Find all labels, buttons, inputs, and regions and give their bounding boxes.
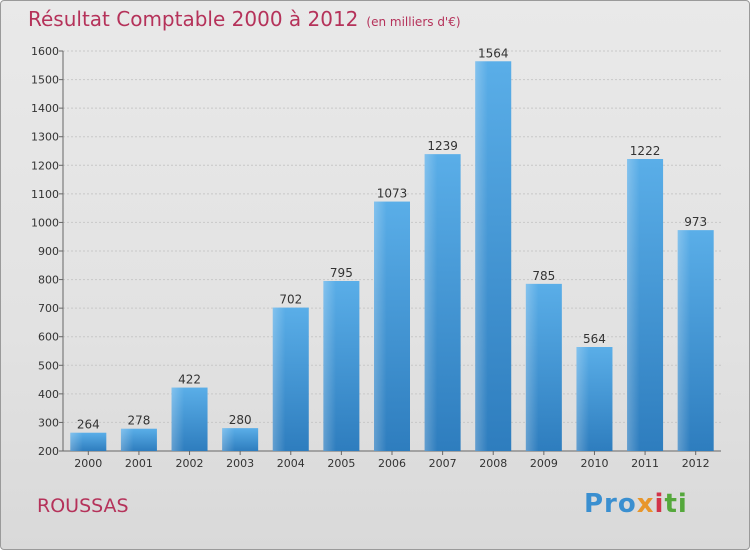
x-tick-label: 2008	[479, 457, 507, 470]
chart-title-text: Résultat Comptable 2000 à 2012	[28, 7, 359, 31]
y-tick-label: 300	[38, 416, 59, 429]
y-tick-label: 1200	[31, 159, 59, 172]
place-name: ROUSSAS	[37, 495, 129, 517]
value-label: 280	[229, 413, 252, 427]
value-label: 702	[279, 293, 302, 307]
logo-part: ti	[664, 489, 688, 519]
x-tick-label: 2004	[277, 457, 305, 470]
y-tick-label: 500	[38, 359, 59, 372]
value-label: 973	[684, 215, 707, 229]
x-tick-label: 2002	[176, 457, 204, 470]
chart-subtitle: (en milliers d'€)	[366, 15, 461, 29]
proxiti-logo[interactable]: Proxiti	[584, 489, 688, 519]
logo-part: Pro	[584, 489, 637, 519]
x-tick-label: 2006	[378, 457, 406, 470]
y-tick-label: 1400	[31, 102, 59, 115]
y-tick-label: 700	[38, 302, 59, 315]
x-tick-label: 2000	[74, 457, 102, 470]
y-tick-label: 1500	[31, 74, 59, 87]
x-tick-label: 2010	[580, 457, 608, 470]
x-tick-label: 2003	[226, 457, 254, 470]
value-label: 278	[127, 414, 150, 428]
bar-highlight	[120, 428, 134, 451]
value-label: 564	[583, 332, 606, 346]
x-tick-label: 2001	[125, 457, 153, 470]
y-tick-label: 900	[38, 245, 59, 258]
y-tick-label: 1100	[31, 188, 59, 201]
bar-highlight	[70, 432, 83, 451]
bar-highlight	[171, 387, 185, 451]
x-tick-label: 2012	[682, 457, 710, 470]
value-label: 1564	[478, 46, 509, 60]
value-label: 1239	[427, 139, 458, 153]
logo-part: i	[654, 489, 665, 519]
x-tick-label: 2011	[631, 457, 659, 470]
bar-highlight	[222, 428, 235, 451]
value-label: 264	[77, 418, 100, 432]
logo-part: x	[636, 489, 655, 519]
y-tick-label: 1600	[31, 45, 59, 58]
x-tick-label: 2009	[530, 457, 558, 470]
value-label: 1222	[630, 144, 661, 158]
bar-highlight	[475, 61, 488, 452]
y-tick-label: 400	[38, 388, 59, 401]
y-tick-label: 1300	[31, 131, 59, 144]
bar-highlight	[272, 307, 286, 451]
y-tick-label: 800	[38, 274, 59, 287]
bar-highlight	[627, 159, 640, 451]
y-tick-label: 200	[38, 445, 59, 458]
x-tick-label: 2007	[429, 457, 457, 470]
bar-highlight	[374, 201, 387, 451]
x-tick-label: 2005	[327, 457, 355, 470]
bar-highlight	[677, 230, 691, 451]
y-tick-label: 600	[38, 331, 59, 344]
bar-highlight	[424, 154, 438, 451]
value-label: 422	[178, 373, 201, 387]
value-label: 1073	[377, 187, 408, 201]
y-tick-label: 1000	[31, 216, 59, 229]
value-label: 785	[532, 269, 555, 283]
bar-highlight	[323, 281, 336, 451]
value-label: 795	[330, 266, 353, 280]
chart-title: Résultat Comptable 2000 à 2012 (en millie…	[28, 7, 461, 31]
bar-highlight	[525, 283, 539, 451]
bar-highlight	[576, 347, 590, 451]
